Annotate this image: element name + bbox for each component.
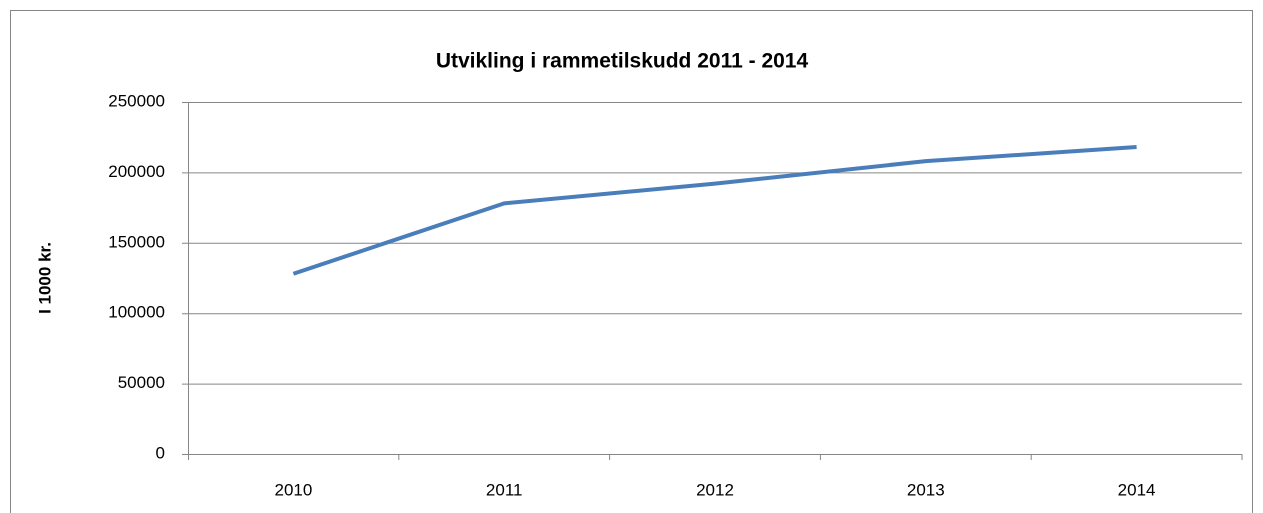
x-tick-label: 2013 — [907, 480, 945, 499]
x-tick-label: 2010 — [274, 480, 312, 499]
y-tick-label: 200000 — [108, 162, 165, 181]
y-tick-label: 100000 — [108, 303, 165, 322]
y-tick-label: 50000 — [118, 373, 165, 392]
y-tick-label: 150000 — [108, 232, 165, 251]
y-tick-label: 250000 — [108, 91, 165, 110]
x-tick-label: 2011 — [486, 480, 523, 499]
chart-title: Utvikling i rammetilskudd 2011 - 2014 — [436, 50, 809, 73]
y-axis-label: I 1000 kr. — [35, 242, 54, 314]
y-tick-label: 0 — [156, 443, 165, 462]
chart-border — [10, 10, 1253, 513]
x-tick-label: 2012 — [696, 480, 734, 499]
data-line — [292, 145, 1137, 276]
x-tick-label: 2014 — [1118, 480, 1156, 499]
